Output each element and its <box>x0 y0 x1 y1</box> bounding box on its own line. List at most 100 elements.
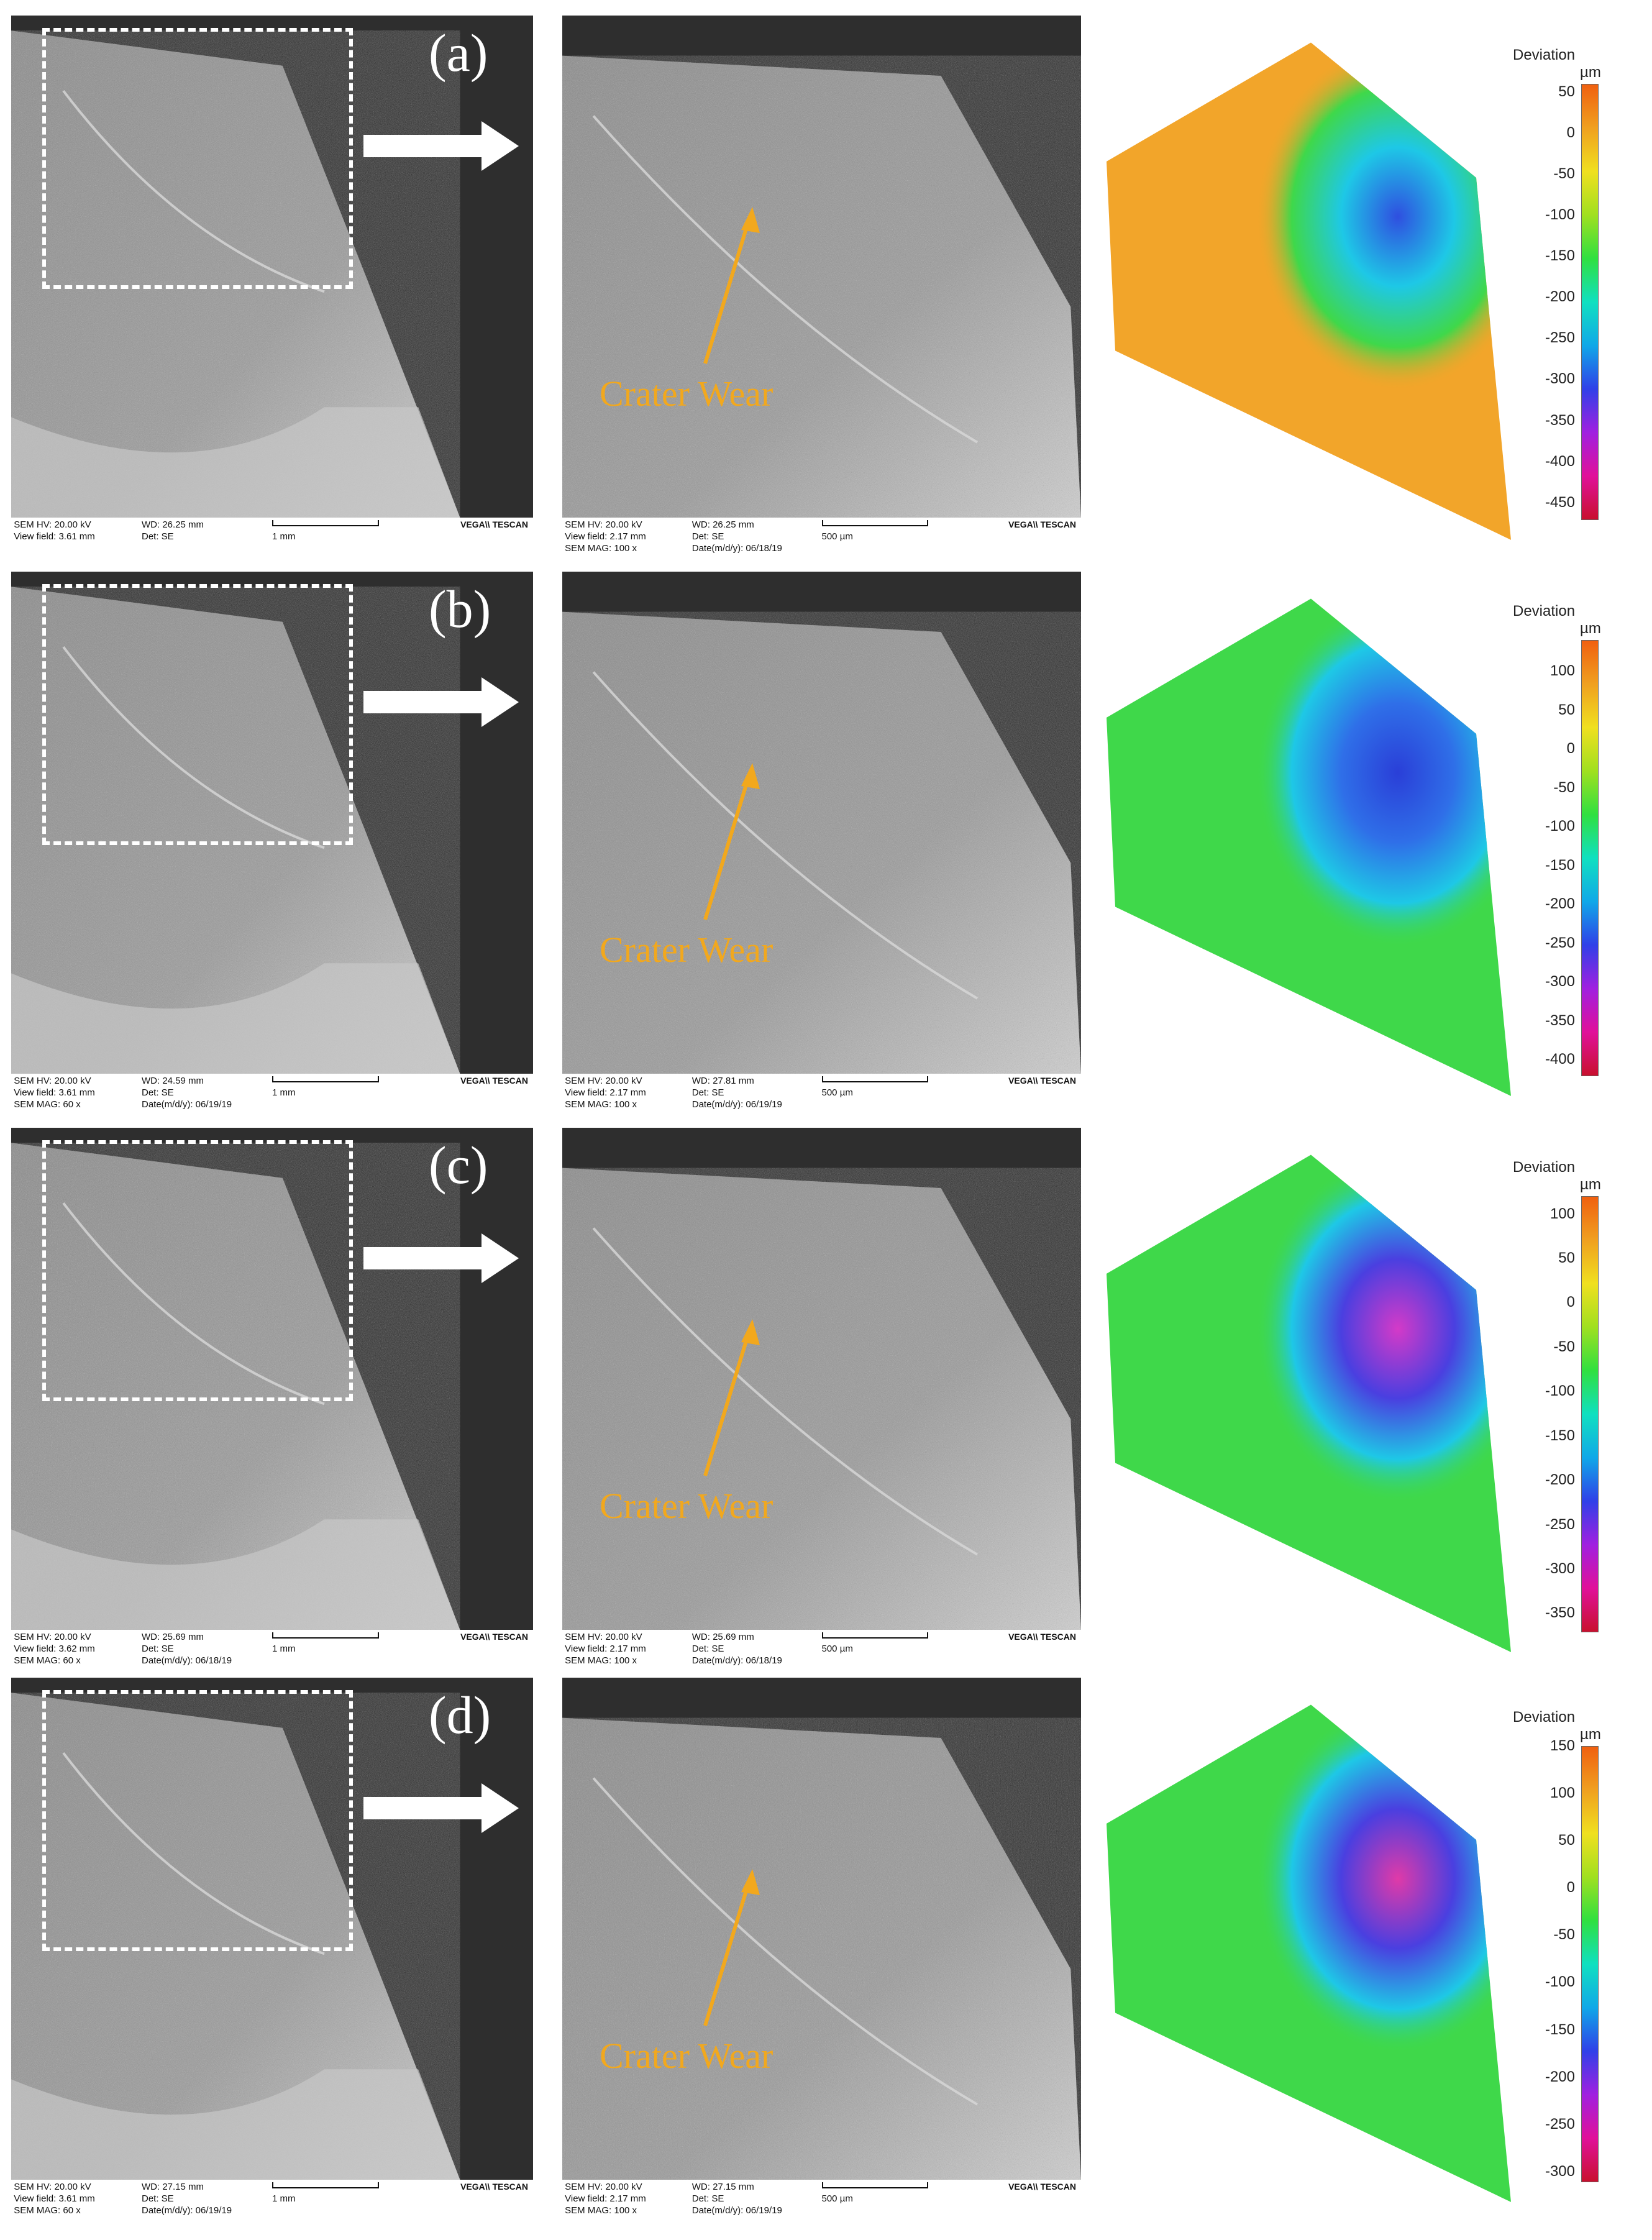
panel-3-sem-left-info-0-1: WD: 27.15 mm <box>142 2182 204 2192</box>
panel-3-label: (d) <box>429 1685 491 1745</box>
panel-3-sem-right-info-2-1: Date(m/d/y): 06/19/19 <box>691 2205 782 2216</box>
panel-1-sem-right-micrograph <box>562 572 1081 1074</box>
panel-3-sem-right-micrograph <box>562 1678 1081 2180</box>
panel-1-color-legend: Deviation µm 100 50 0 -50 -100 -150 -200 -250 -300… <box>1500 572 1625 1112</box>
panel-0-sem-right-tescan-logo: VEGA\\ TESCAN <box>1008 519 1076 529</box>
panel-3-sem-left-info-1-1: Det: SE <box>142 2193 174 2204</box>
panel-2-sem-left-info-1-2: 1 mm <box>272 1643 296 1654</box>
panel-0-sem-right-info-2-1: Date(m/d/y): 06/18/19 <box>691 543 782 554</box>
panel-3-sem-right-info-2-0: SEM MAG: 100 x <box>565 2205 637 2216</box>
panel-2-legend-tick: 0 <box>1566 1294 1575 1311</box>
panel-3-legend-tick: -100 <box>1545 1973 1575 1991</box>
panel-1-sem-left-scale-bar <box>272 1076 379 1082</box>
panel-0-sem-left-crater-boundary <box>62 89 325 293</box>
panel-0-legend-tick: -200 <box>1545 288 1575 306</box>
panel-1-sem-right-info-2-0: SEM MAG: 100 x <box>565 1099 637 1110</box>
panel-1-legend-tick: -250 <box>1545 934 1575 951</box>
panel-0-color-legend: Deviation µm 50 0 -50 -100 -150 -200 -250 -300 -35… <box>1500 16 1625 556</box>
panel-2-sem-right-info-0-1: WD: 25.69 mm <box>691 1632 754 1642</box>
panel-3-legend-tick: 100 <box>1549 1785 1575 1802</box>
panel-1-sem-right-info-0-1: WD: 27.81 mm <box>691 1076 754 1086</box>
panel-2-sem-left-info-1-0: View field: 3.62 mm <box>14 1643 95 1654</box>
panel-1-deviation-map <box>1107 598 1511 1096</box>
panel-1-crater-pointer-icon <box>703 763 760 920</box>
panel-2-legend-unit: µm <box>1580 1176 1601 1193</box>
panel-0-legend-tick: -450 <box>1545 493 1575 511</box>
panel-1-legend-tick: -150 <box>1545 856 1575 874</box>
panel-1-legend-tick: 50 <box>1558 701 1575 718</box>
panel-3-sem-right-info-0-0: SEM HV: 20.00 kV <box>565 2182 642 2192</box>
panel-0-sem-left-tescan-logo: VEGA\\ TESCAN <box>460 519 528 529</box>
panel-1-sem-right-info-1-0: View field: 2.17 mm <box>565 1087 646 1098</box>
panel-3-crater-wear-label: Crater Wear <box>600 2036 774 2076</box>
panel-3-legend-tick: -250 <box>1545 2115 1575 2133</box>
panel-3-sem-left-info-1-0: View field: 3.61 mm <box>14 2193 95 2204</box>
panel-1-legend-colorbar <box>1581 640 1599 1076</box>
panel-3-sem-right-tescan-logo: VEGA\\ TESCAN <box>1008 2182 1076 2192</box>
panel-0-zoom-arrow-icon <box>363 121 519 171</box>
panel-1-sem-left-info-2-0: SEM MAG: 60 x <box>14 1099 81 1110</box>
panel-3-legend-tick: -150 <box>1545 2021 1575 2038</box>
panel-1-legend-tick: -100 <box>1545 818 1575 834</box>
panel-3-sem-left-image: SEM HV: 20.00 kV WD: 27.15 mm View field: … <box>11 1678 533 2218</box>
panel-3-sem-left-micrograph <box>11 1678 533 2180</box>
panel-3-legend-tick: -200 <box>1545 2068 1575 2085</box>
panel-0-sem-left-info-0-1: WD: 26.25 mm <box>142 519 204 530</box>
panel-3-zoom-arrow-icon <box>363 1783 519 1833</box>
panel-3-zoom-region-box <box>42 1690 353 1951</box>
panel-0-zoom-region-box <box>42 28 353 289</box>
panel-0-legend-tick: -400 <box>1545 452 1575 470</box>
panel-0-sem-right-info-1-1: Det: SE <box>691 531 724 542</box>
panel-3-sem-right-scale-bar <box>821 2182 928 2188</box>
panel-1-crater-wear-label: Crater Wear <box>600 930 774 970</box>
panel-2-sem-right-info-0-0: SEM HV: 20.00 kV <box>565 1632 642 1642</box>
panel-2-sem-left-crater-boundary <box>62 1202 325 1406</box>
panel-1-sem-left-databar: SEM HV: 20.00 kV WD: 24.59 mm View field: … <box>11 1074 533 1112</box>
panel-3-sem-right-crater-boundary <box>592 1777 979 2106</box>
panel-1-sem-left-info-2-1: Date(m/d/y): 06/19/19 <box>142 1099 232 1110</box>
panel-1-legend-tick: -350 <box>1545 1012 1575 1029</box>
panel-1-sem-right-databar: SEM HV: 20.00 kV WD: 27.81 mm View field: … <box>562 1074 1081 1112</box>
panel-0-legend-tick: -250 <box>1545 329 1575 347</box>
panel-1-sem-right-scale-bar <box>821 1076 928 1082</box>
panel-0-legend-tick: 50 <box>1558 83 1575 101</box>
panel-1-legend-unit: µm <box>1580 620 1601 637</box>
panel-3-sem-left-info-2-0: SEM MAG: 60 x <box>14 2205 81 2216</box>
panel-3-legend-unit: µm <box>1580 1726 1601 1743</box>
panel-1-legend-tick: -50 <box>1553 779 1575 796</box>
panel-1-legend-tick: -200 <box>1545 895 1575 912</box>
panel-0-legend-tick: -300 <box>1545 370 1575 388</box>
panel-2-sem-right-info-2-0: SEM MAG: 100 x <box>565 1655 637 1666</box>
panel-2-sem-left-flank <box>11 1519 460 1630</box>
panel-0-sem-right-info-0-0: SEM HV: 20.00 kV <box>565 519 642 530</box>
panel-0-legend-tick: 0 <box>1566 124 1575 142</box>
panel-3-crater-region <box>1107 1704 1511 2202</box>
panel-0-sem-left-scale-bar <box>272 520 379 526</box>
panel-3-legend-tick: 0 <box>1566 1879 1575 1896</box>
panel-2-crater-pointer-icon <box>703 1319 760 1476</box>
panel-0-deviation-map <box>1107 42 1511 540</box>
panel-2-sem-left-info-2-1: Date(m/d/y): 06/18/19 <box>142 1655 232 1666</box>
panel-0-sem-left-info-1-2: 1 mm <box>272 531 296 542</box>
panel-2-sem-right-micrograph <box>562 1128 1081 1630</box>
panel-0-sem-right-crater-boundary <box>592 115 979 444</box>
panel-0-legend-colorbar <box>1581 84 1599 520</box>
panel-3-legend-tick: -50 <box>1553 1926 1575 1944</box>
panel-2-label: (c) <box>429 1135 488 1195</box>
panel-1-label: (b) <box>429 579 491 639</box>
panel-0-crater-pointer-icon <box>703 207 760 364</box>
panel-2-color-legend: Deviation µm 100 50 0 -50 -100 -150 -200 -250 -300… <box>1500 1128 1625 1668</box>
panel-1-crater-region <box>1107 598 1511 1096</box>
panel-0-crater-region <box>1107 42 1511 540</box>
panel-2-legend-colorbar <box>1581 1196 1599 1632</box>
panel-0-crater-wear-label: Crater Wear <box>600 373 774 414</box>
panel-3-sem-right-info-1-0: View field: 2.17 mm <box>565 2193 646 2204</box>
panel-0-legend-tick: -150 <box>1545 247 1575 265</box>
panel-2-zoom-region-box <box>42 1140 353 1401</box>
panel-2-sem-left-info-0-1: WD: 25.69 mm <box>142 1632 204 1642</box>
panel-0-sem-left-micrograph <box>11 16 533 518</box>
panel-3-legend-title: Deviation <box>1513 1709 1576 1726</box>
panel-1-sem-right-info-0-0: SEM HV: 20.00 kV <box>565 1076 642 1086</box>
panel-0-sem-left-image: SEM HV: 20.00 kV WD: 26.25 mm View field: … <box>11 16 533 556</box>
panel-1-legend-tick: -400 <box>1545 1051 1575 1067</box>
